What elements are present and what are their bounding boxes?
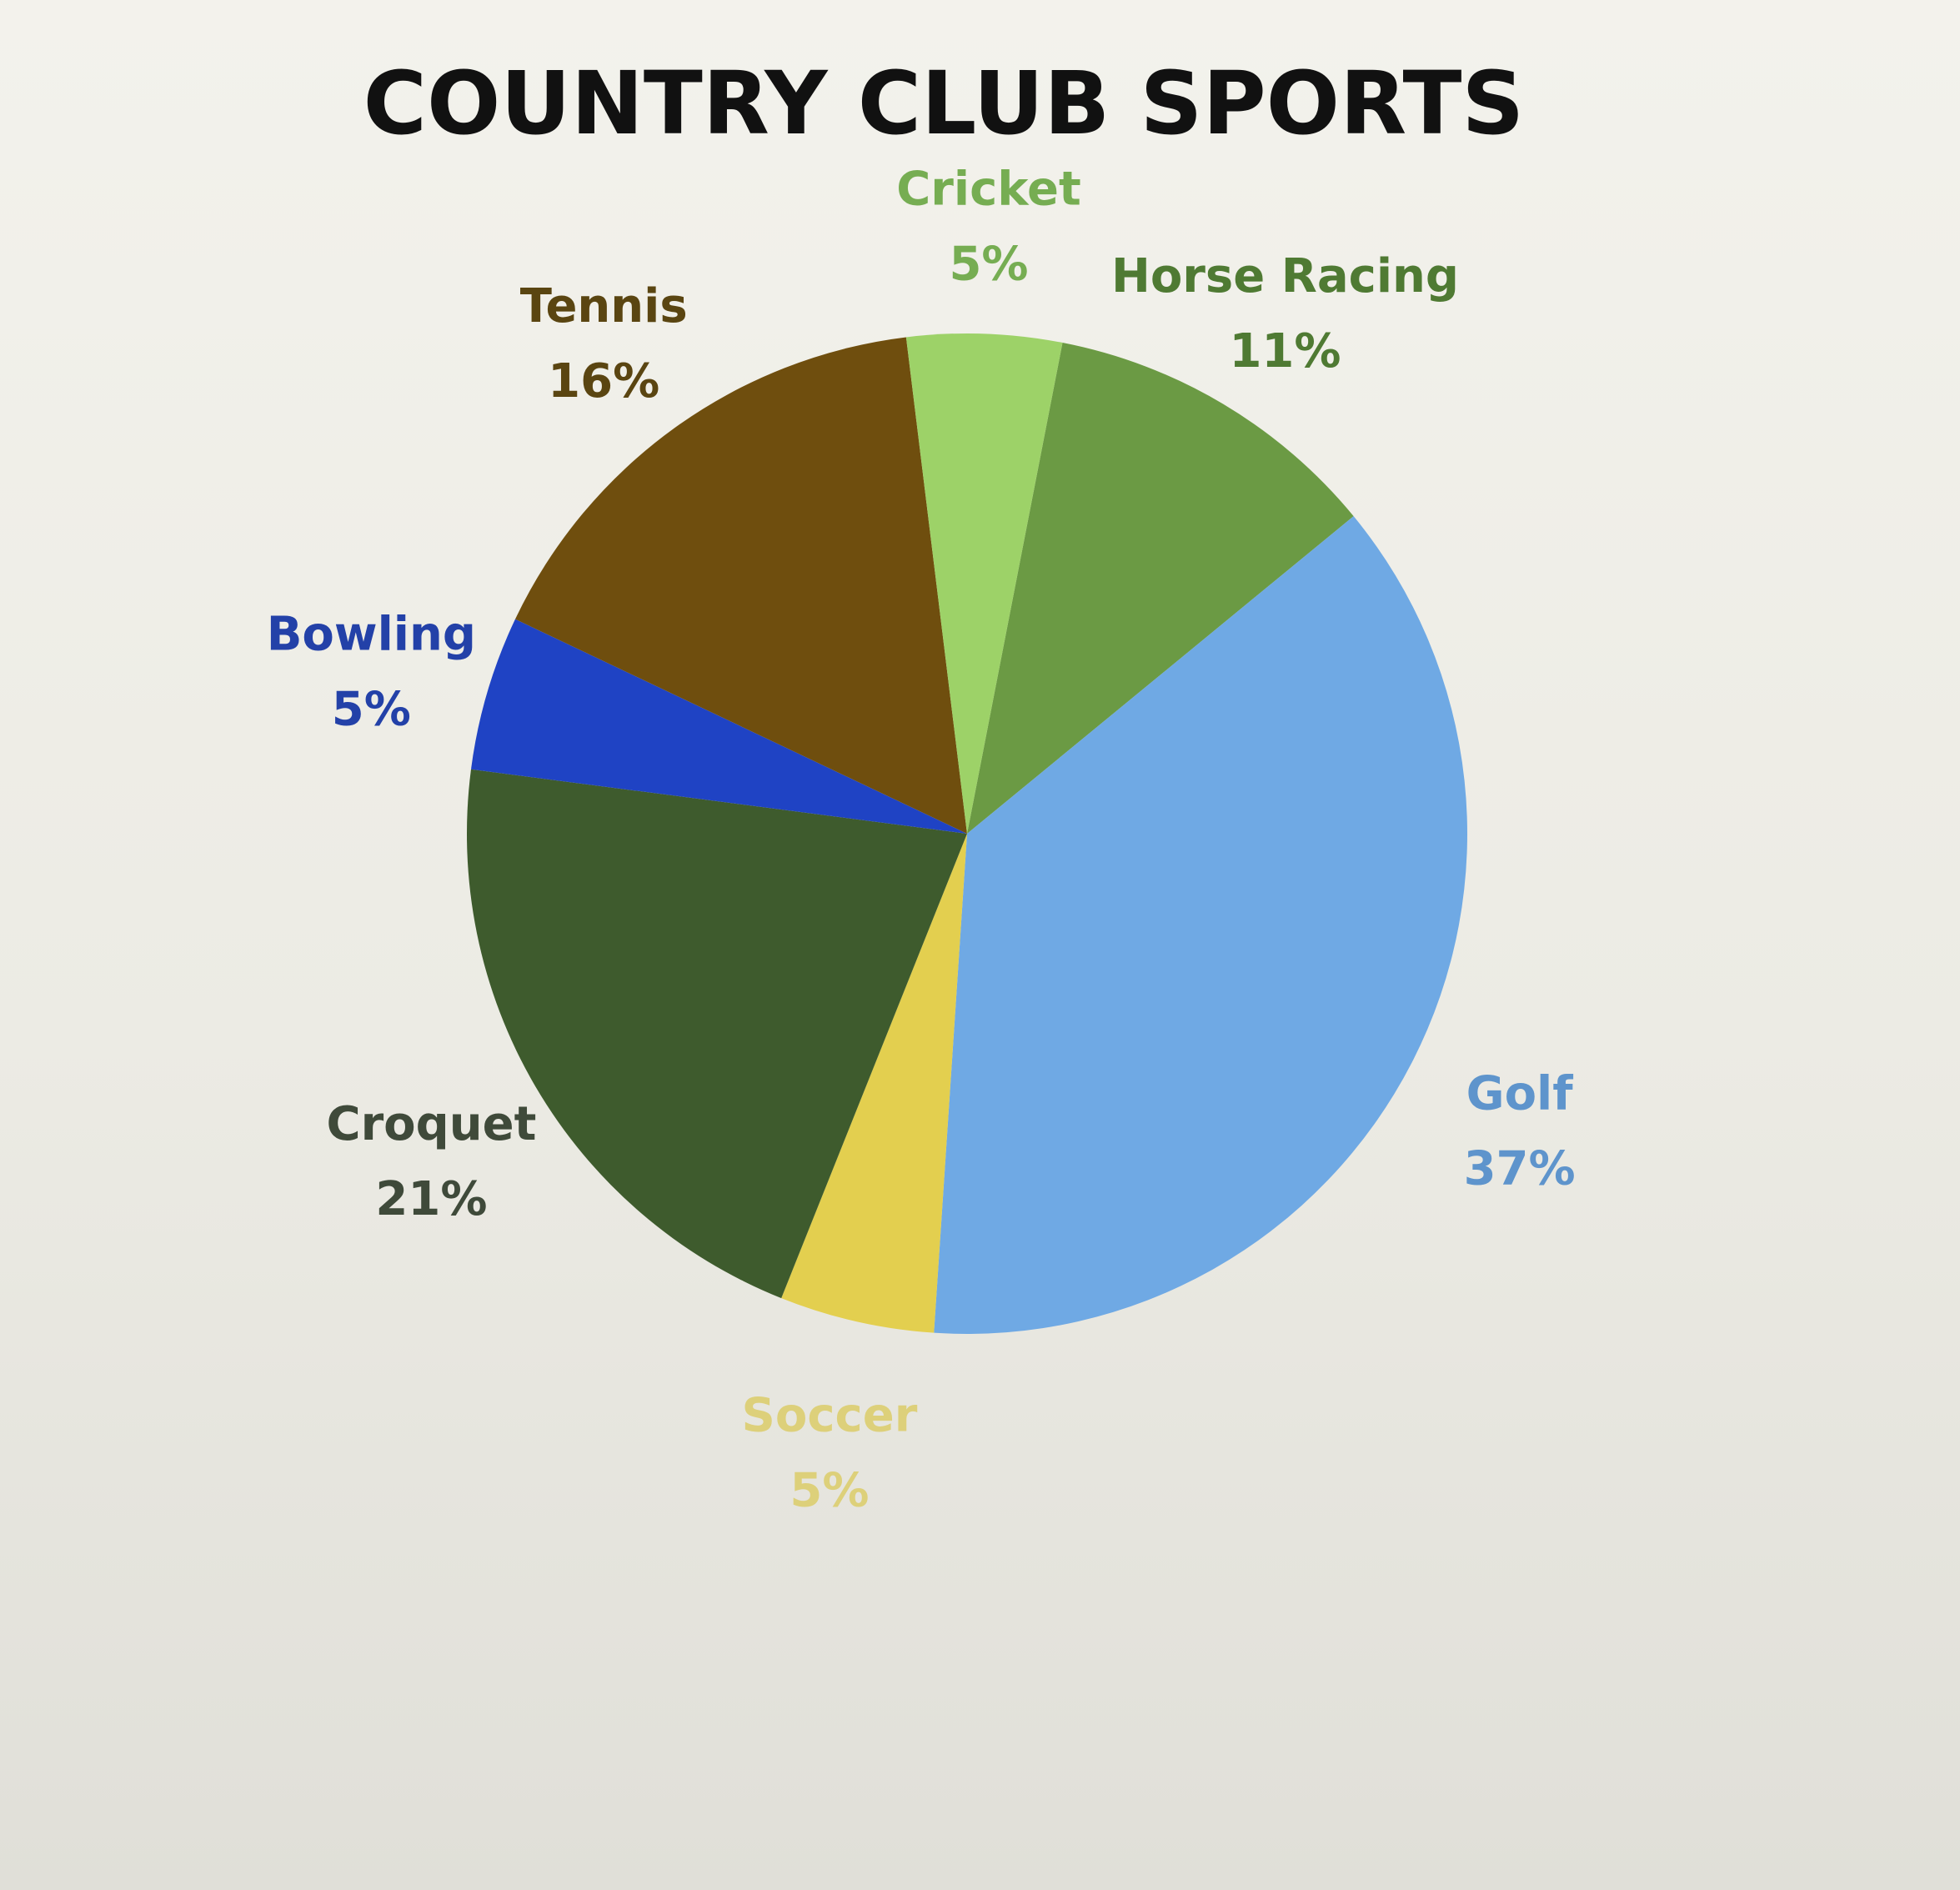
pie-slice-tennis (514, 337, 967, 835)
slice-percent-bowling: 5% (332, 683, 411, 737)
pie-slice-cricket (905, 333, 1063, 835)
slice-label-bowling: Bowling (267, 608, 476, 662)
slice-label-croquet: Croquet (326, 1097, 536, 1151)
pie-slice-croquet (467, 769, 967, 1299)
slice-percent-cricket: 5% (949, 237, 1028, 291)
pie-slices (467, 333, 1467, 1334)
slice-percent-horse-racing: 11% (1229, 324, 1341, 379)
slice-percent-soccer: 5% (790, 1463, 869, 1517)
slice-label-tennis: Tennis (520, 279, 688, 333)
slice-percent-golf: 37% (1464, 1142, 1576, 1196)
slice-percent-tennis: 16% (548, 354, 659, 409)
slice-label-golf: Golf (1466, 1067, 1574, 1121)
slice-label-cricket: Cricket (896, 162, 1081, 216)
pie-labels: Horse Racing 11% Golf 37% Soccer 5% Croquet 21%… (267, 162, 1576, 1517)
pie-slice-bowling (470, 619, 967, 834)
slice-label-soccer: Soccer (742, 1388, 918, 1442)
pie-slice-golf (934, 516, 1467, 1334)
pie-slice-soccer (781, 834, 967, 1333)
pie-slice-horse-racing (967, 343, 1354, 834)
slice-label-horse-racing: Horse Racing (1111, 249, 1459, 303)
slice-percent-croquet: 21% (375, 1172, 487, 1226)
chart-title: COUNTRY CLUB SPORTS (363, 53, 1525, 154)
